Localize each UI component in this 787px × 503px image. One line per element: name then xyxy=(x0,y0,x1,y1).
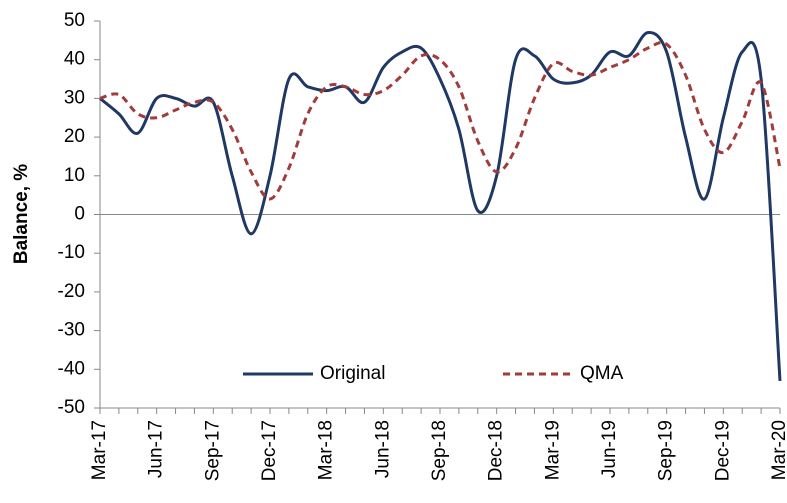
line xyxy=(99,31,782,382)
y-tick-label: 50 xyxy=(64,10,85,31)
y-tick-label: -30 xyxy=(58,320,85,341)
x-tick-label: Dec-18 xyxy=(486,420,507,481)
x-tick-label: Mar-17 xyxy=(89,420,110,480)
y-tick-label: 40 xyxy=(64,49,85,70)
x-tick-label: Mar-18 xyxy=(316,420,337,480)
y-tick-label: 20 xyxy=(64,126,85,147)
legend-label: Original xyxy=(320,363,385,384)
y-axis-label: Balance, % xyxy=(11,164,32,264)
line xyxy=(99,41,782,201)
x-tick-label: Dec-19 xyxy=(712,420,733,481)
x-tick-label: Sep-18 xyxy=(429,420,450,481)
x-tick-label: Mar-19 xyxy=(542,420,563,480)
y-tick-label: -40 xyxy=(58,358,85,379)
y-tick-label: 10 xyxy=(64,165,85,186)
x-tick-label: Sep-17 xyxy=(202,420,223,481)
x-tick-label: Jun-19 xyxy=(599,420,620,478)
y-tick-label: 30 xyxy=(64,87,85,108)
legend-label: QMA xyxy=(580,363,624,384)
y-tick-label: 0 xyxy=(74,204,85,225)
y-tick-label: -10 xyxy=(58,242,85,263)
x-tick-label: Jun-17 xyxy=(146,420,167,478)
x-tick-label: Dec-17 xyxy=(259,420,280,481)
y-tick-label: -50 xyxy=(58,397,85,418)
y-tick-label: -20 xyxy=(58,281,85,302)
x-tick-label: Jun-18 xyxy=(372,420,393,478)
x-tick-label: Sep-19 xyxy=(656,420,677,481)
x-tick-label: Mar-20 xyxy=(769,420,787,480)
